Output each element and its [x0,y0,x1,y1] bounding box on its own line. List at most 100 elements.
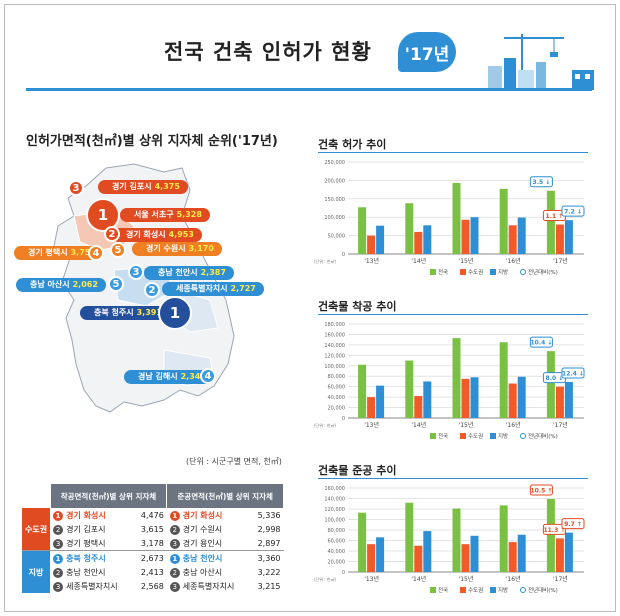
chart-completions: 0 20,000 40,000 60,000 80,000 100,000 120,000 1… [314,484,585,594]
bar-지방-'13년 [376,385,385,418]
legend-label: 전년대비(%) [528,586,558,594]
table-corner [22,484,51,508]
rank-icon: 1 [169,510,180,521]
korea-map: 경기 김포시 4,375 3 서울 서초구 5,328 1 경기 화성시 4,953 … [14,150,304,460]
bar-전국-'17년 [546,499,555,572]
legend-swatch [490,587,496,593]
bar-지방-'14년 [423,381,432,418]
y-tick-label: 0 [342,416,345,422]
table-cell: 2,897 [257,538,281,548]
bar-지방-'16년 [517,376,526,418]
bar-수도권-'15년 [461,378,470,418]
callout-value: 3,752 [70,248,96,257]
chart-title-permits: 건축 허가 추이 [318,138,387,151]
annotation-box [561,518,585,530]
y-tick-label: 60,000 [328,385,346,391]
bar-지방-'13년 [376,537,385,572]
table-cell: 충북 청주시 [66,553,106,563]
rank-pin-1-cheongju: 1 [158,296,192,330]
y-tick-label: 100,000 [324,364,345,370]
legend-label: 전국 [438,432,448,440]
table-cell: 충남 천안시 [66,567,106,577]
table-cell: 경기 화성시 [66,510,106,520]
table-row: 3 세종특별자치시 2,568 3 세종특별자치시 3,215 [22,579,284,593]
callout-value: 4,953 [168,230,194,239]
callout-value: 2,062 [72,280,98,289]
table-row: 지방 1 충북 청주시 2,673 1 충남 천안시 3,360 [22,550,284,593]
legend-marker-icon [520,587,526,593]
y-tick-label: 60,000 [328,539,346,545]
rank-badge: 2 [104,226,120,242]
legend-swatch [430,587,436,593]
table-cell: 경기 김포시 [66,524,106,534]
callout-sejong: 세종특별자치시 2,727 [162,282,264,296]
table-cell: 경기 용인시 [182,538,223,548]
callout-label: 경기 화성시 [126,230,166,239]
annotation-label: 12.4 ↓ [562,370,584,377]
chart-permits: 0 50,000 100,000 150,000 200,000 250,000 '13년 '… [314,160,585,276]
bar-전국-'15년 [452,182,461,254]
x-tick-label: '16년 [506,257,521,265]
bar-전국-'15년 [452,508,461,572]
bar-전국-'14년 [405,203,414,254]
map-unit-note: (단위 : 시군구별 면적, 천㎡) [186,457,282,466]
bar-수도권-'17년 [555,386,564,418]
x-tick-label: '13년 [364,257,379,265]
callout-gimpo: 경기 김포시 4,375 [98,180,188,194]
legend-label: 수도권 [468,586,483,594]
x-tick-label: '14년 [411,421,426,429]
bar-수도권-'14년 [414,396,423,418]
y-tick-label: 140,000 [324,343,345,349]
chart-title-starts: 건축물 착공 추이 [318,300,397,313]
bar-지방-'14년 [423,225,432,254]
annotation-label: 9.7 ↑ [564,521,582,528]
callout-label: 경기 김포시 [112,182,152,191]
bar-지방-'13년 [376,225,385,254]
rank-badge: 2 [144,282,160,298]
bar-지방-'16년 [517,217,526,254]
bar-수도권-'16년 [508,383,517,418]
table-cell: 3,615 [140,524,164,534]
legend-swatch [460,587,466,593]
legend-label: 전국 [438,586,448,594]
unit-label: (단위 : 천㎡) [314,576,336,582]
y-tick-label: 150,000 [324,197,345,203]
x-tick-label: '16년 [506,575,521,583]
callout-value: 2,345 [180,372,206,381]
chart-rule [318,478,588,479]
y-tick-label: 100,000 [324,215,345,221]
callout-gimhae: 경남 김해시 2,345 [124,370,214,384]
callout-pyeongtaek: 경기 평택시 3,752 [14,246,104,260]
bar-전국-'13년 [358,364,367,418]
bar-지방-'17년 [564,220,573,254]
bar-수도권-'13년 [367,544,376,572]
x-tick-label: '13년 [364,421,379,429]
legend-swatch [430,269,436,275]
table-row: 수도권 1 경기 화성시 4,476 1 경기 화성시 5,336 [22,508,284,551]
rank-icon: 2 [169,524,180,535]
legend-label: 수도권 [468,268,483,276]
table-header-complete: 준공면적(천㎡)별 상위 지자체 [166,484,284,508]
rank-icon: 2 [53,567,64,578]
annotation-label: 1.1 ↑ [546,213,564,220]
bar-지방-'16년 [517,534,526,572]
bar-전국-'16년 [499,188,508,254]
bar-지방-'15년 [470,377,479,418]
table-row: 2 경기 김포시 3,615 2 경기 수원시 2,998 [22,522,284,536]
x-tick-label: '16년 [506,421,521,429]
table-cell: 경기 수원시 [182,524,223,534]
rank-icon: 3 [169,581,180,592]
bar-전국-'14년 [405,360,414,418]
group-label: 지방 [22,550,51,593]
annotation-label: 3.5 ↓ [533,179,551,186]
table-cell: 4,476 [140,510,164,520]
callout-asan: 충남 아산시 2,062 [16,278,106,292]
legend-label: 수도권 [468,432,483,440]
table-header-start: 착공면적(천㎡)별 상위 지자체 [50,484,168,508]
callout-value: 5,328 [176,210,202,219]
y-tick-label: 140,000 [324,497,345,503]
y-tick-label: 20,000 [328,406,346,412]
rank-icon: 1 [53,553,64,564]
table-cell: 충남 천안시 [182,553,223,563]
